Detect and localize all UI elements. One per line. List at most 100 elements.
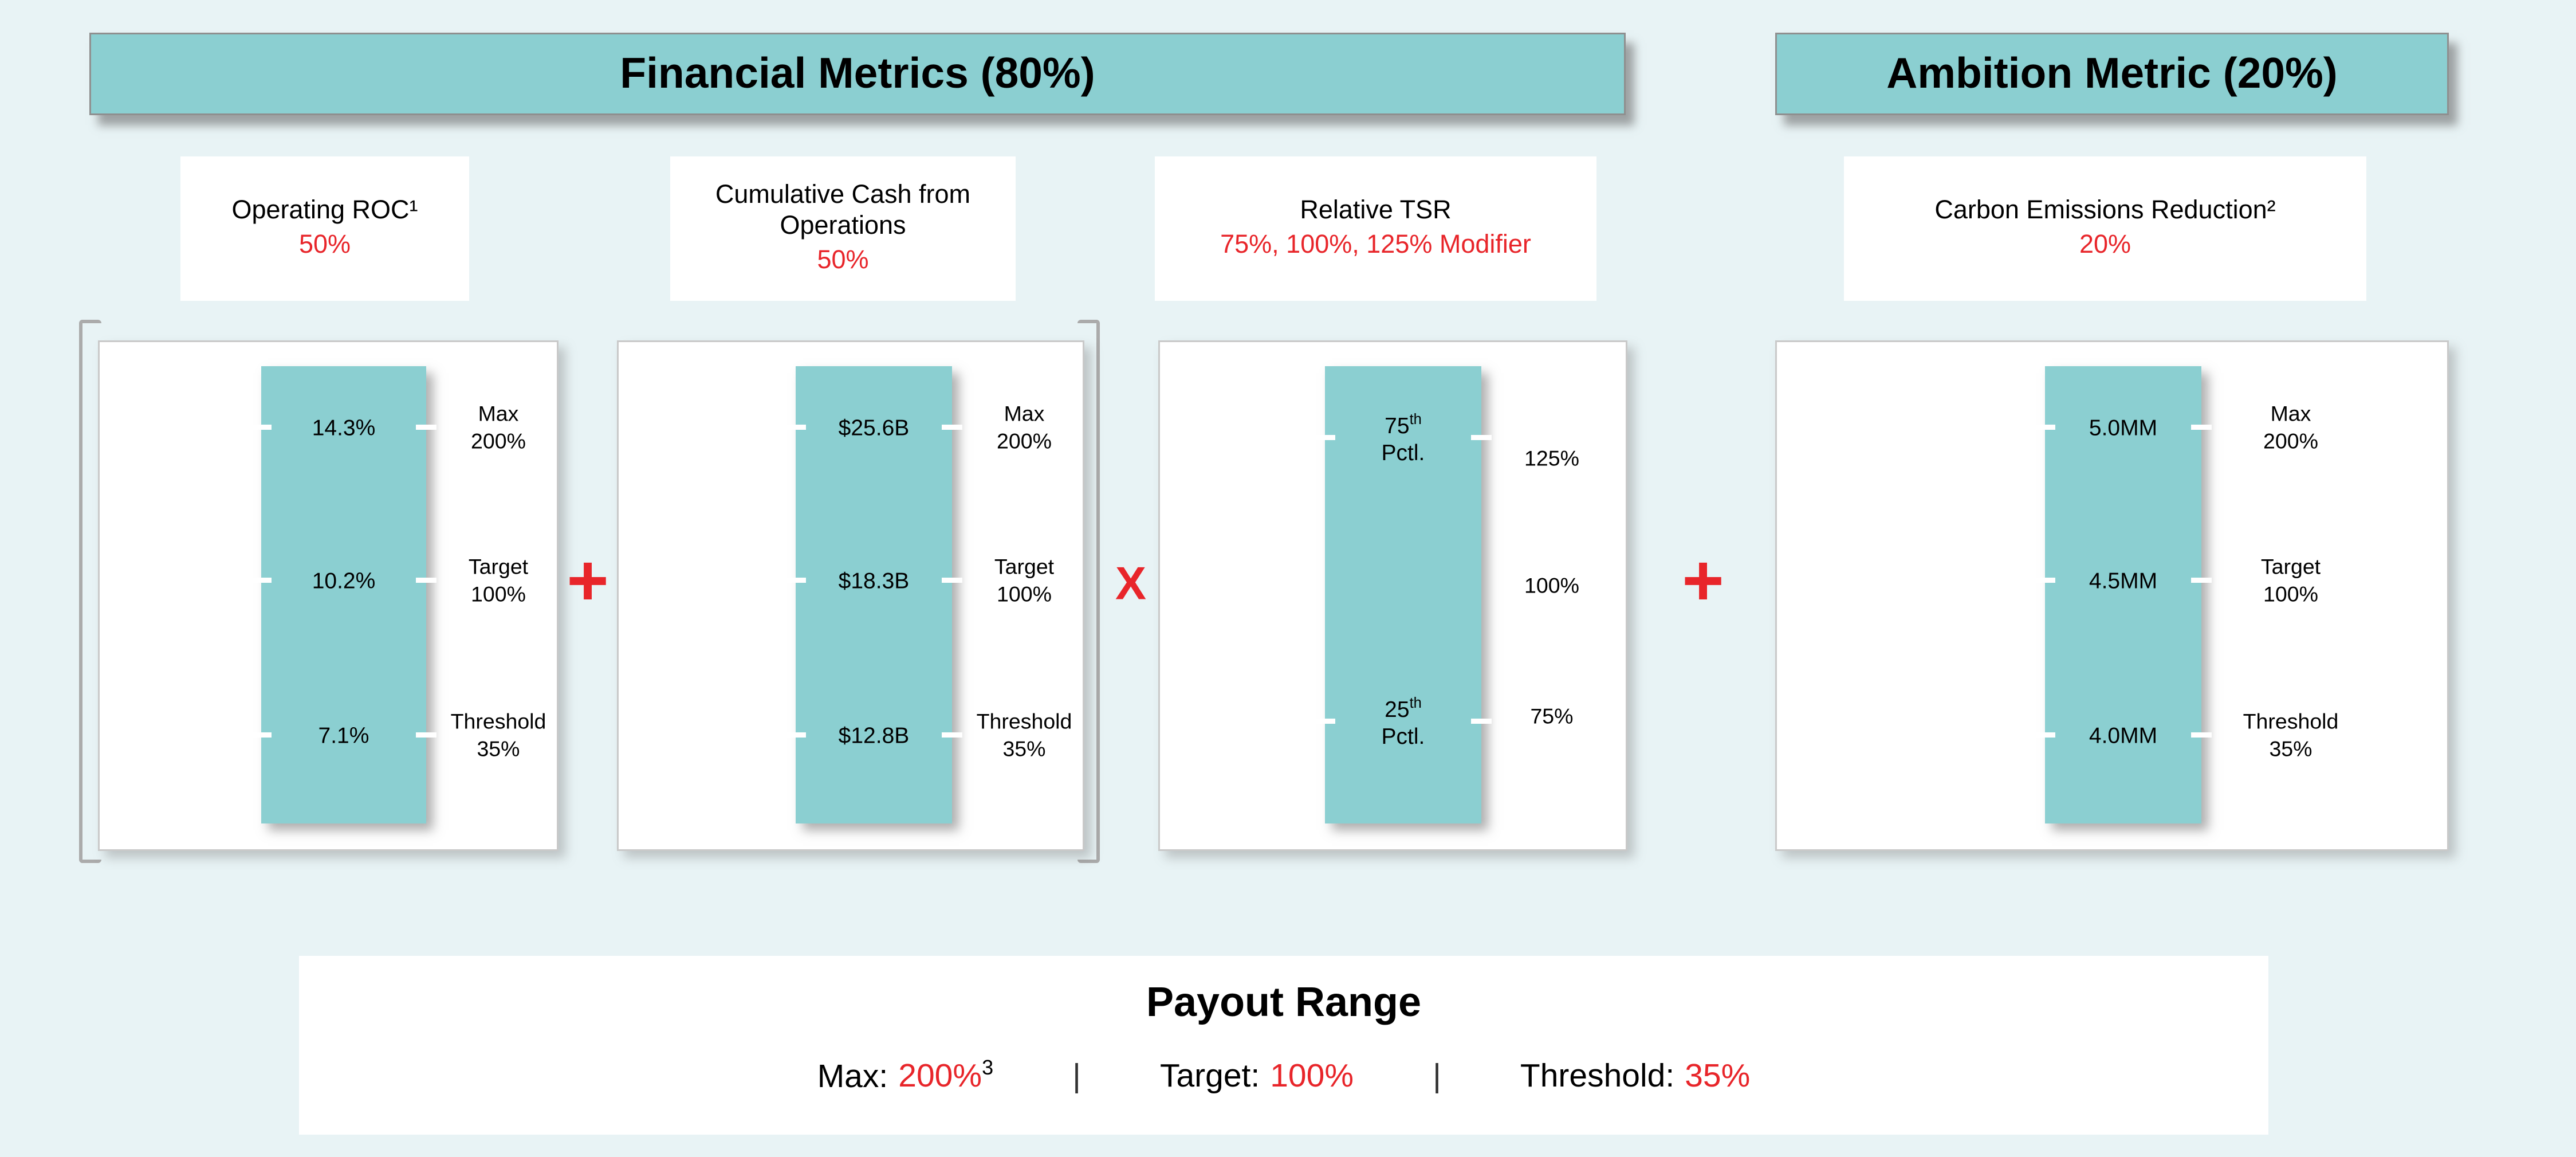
tick-mark <box>2191 425 2212 430</box>
payout-target-value: 100% <box>1270 1059 1354 1096</box>
ambition-metric-title: Ambition Metric (20%) <box>1886 49 2338 97</box>
scale-label-line: 200% <box>997 430 1052 454</box>
relative-tsr-bar: 75th Pctl. 25th Pctl. <box>1315 366 1492 823</box>
payout-range-values: Max: 200%3 | Target: 100% | Threshold: 35% <box>299 1056 2268 1097</box>
tick-mark <box>2191 578 2212 583</box>
payout-max-footnote: 3 <box>982 1056 994 1080</box>
tick-mark <box>2191 732 2212 738</box>
relative-tsr-chart: 75th Pctl. 25th Pctl. 125% 100% 75% <box>1158 340 1627 851</box>
scale-label-line: 100% <box>471 583 526 607</box>
bar-value-max: 14.3% <box>312 414 376 441</box>
bar-value-target: 10.2% <box>312 567 376 594</box>
carbon-emissions-bar: 5.0MM 4.5MM 4.0MM <box>2035 366 2212 823</box>
scale-label-125pct: 125% <box>1524 446 1579 471</box>
payout-range-box: Payout Range Max: 200%3 | Target: 100% | T… <box>299 956 2268 1135</box>
scale-label-line: 100% <box>997 583 1052 607</box>
pctl-number: 25 <box>1385 696 1410 723</box>
tick-mark <box>785 425 806 430</box>
tick-mark <box>2035 425 2055 430</box>
payout-separator: | <box>1072 1059 1081 1096</box>
plus-operator: + <box>567 540 609 621</box>
ambition-metric-header: Ambition Metric (20%) <box>1775 33 2449 115</box>
tick-mark <box>1315 719 1335 724</box>
bar-value-max: 5.0MM <box>2089 414 2158 441</box>
scale-label-target: Target 100% <box>2212 553 2370 609</box>
cumulative-cash-bar: $25.6B $18.3B $12.8B <box>785 366 962 823</box>
carbon-emissions-title: Carbon Emissions Reduction² <box>1934 195 2276 225</box>
bar-value-threshold: $12.8B <box>838 722 910 748</box>
scale-label-threshold: Threshold 35% <box>436 708 560 764</box>
scale-label-target: Target 100% <box>436 553 560 609</box>
scale-label-threshold: Threshold 35% <box>962 708 1086 764</box>
scale-label-line: Target <box>468 555 529 579</box>
payout-target: Target: 100% <box>1160 1060 1354 1097</box>
tick-mark <box>416 578 436 583</box>
scale-label-threshold: Threshold 35% <box>2212 708 2370 764</box>
carbon-emissions-title-box: Carbon Emissions Reduction² 20% <box>1844 156 2366 301</box>
scale-label-line: 200% <box>471 430 526 454</box>
tick-mark <box>942 578 962 583</box>
payout-separator: | <box>1433 1059 1441 1096</box>
operating-roc-bar: 14.3% 10.2% 7.1% <box>251 366 436 823</box>
scale-label-line: 35% <box>477 738 520 762</box>
financial-metrics-title: Financial Metrics (80%) <box>620 49 1095 97</box>
bar-value-threshold: 4.0MM <box>2089 722 2158 748</box>
tick-mark <box>1471 719 1492 724</box>
scale-label-max: Max 200% <box>962 400 1086 456</box>
payout-threshold-value: 35% <box>1685 1059 1751 1096</box>
operating-roc-weight: 50% <box>298 229 351 259</box>
tick-mark <box>2035 578 2055 583</box>
bar-value-max: $25.6B <box>838 414 910 441</box>
tick-mark <box>251 425 272 430</box>
tick-mark <box>416 732 436 738</box>
plus-operator: + <box>1682 540 1724 621</box>
cumulative-cash-chart: $25.6B $18.3B $12.8B Max 200% Target 100… <box>617 340 1084 851</box>
relative-tsr-title: Relative TSR <box>1300 195 1452 225</box>
tick-mark <box>785 578 806 583</box>
financial-metrics-header: Financial Metrics (80%) <box>89 33 1626 115</box>
operating-roc-chart: 14.3% 10.2% 7.1% Max 200% Target 100% Th… <box>98 340 559 851</box>
bar-value-target: 4.5MM <box>2089 567 2158 594</box>
operating-roc-title: Operating ROC¹ <box>231 195 418 225</box>
pctl-label: Pctl. <box>1381 439 1425 465</box>
scale-label-line: Target <box>994 555 1055 579</box>
scale-label-line: Threshold <box>2243 709 2339 734</box>
multiply-operator: X <box>1115 558 1147 610</box>
scale-label-line: 100% <box>2263 583 2318 607</box>
bar-value-threshold: 7.1% <box>318 722 369 748</box>
bar-value-25th-pctl: 25th Pctl. <box>1325 694 1481 750</box>
scale-label-line: 200% <box>2263 430 2318 454</box>
payout-max: Max: 200%3 <box>817 1056 993 1097</box>
payout-threshold: Threshold: 35% <box>1520 1060 1750 1097</box>
scale-label-max: Max 200% <box>2212 400 2370 456</box>
tick-mark <box>942 425 962 430</box>
scale-label-75pct: 75% <box>1530 704 1574 729</box>
payout-max-value: 200% <box>898 1059 982 1096</box>
payout-max-label: Max: <box>817 1059 888 1096</box>
scale-label-line: Threshold <box>450 709 546 734</box>
bar-value-75th-pctl: 75th Pctl. <box>1325 410 1481 466</box>
scale-label-line: Threshold <box>976 709 1072 734</box>
tick-mark <box>1315 435 1335 440</box>
tick-mark <box>251 732 272 738</box>
relative-tsr-title-box: Relative TSR 75%, 100%, 125% Modifier <box>1155 156 1596 301</box>
carbon-emissions-chart: 5.0MM 4.5MM 4.0MM Max 200% Target 100% T… <box>1775 340 2449 851</box>
tick-mark <box>416 425 436 430</box>
cumulative-cash-weight: 50% <box>817 246 869 275</box>
cumulative-cash-title: Cumulative Cash from Operations <box>715 179 971 241</box>
scale-label-line: 35% <box>2269 738 2312 762</box>
scale-label-line: Max <box>2270 402 2311 426</box>
pctl-ordinal: th <box>1409 410 1422 428</box>
payout-range-title: Payout Range <box>1146 980 1422 1026</box>
tick-mark <box>785 732 806 738</box>
bar-value-target: $18.3B <box>838 567 910 594</box>
tick-mark <box>942 732 962 738</box>
scale-label-line: Max <box>478 402 519 426</box>
tick-mark <box>1471 435 1492 440</box>
pctl-number: 75 <box>1385 413 1410 439</box>
scale-label-line: Target <box>2260 555 2321 579</box>
payout-threshold-label: Threshold: <box>1520 1059 1675 1096</box>
operating-roc-title-box: Operating ROC¹ 50% <box>180 156 469 301</box>
scale-label-line: 35% <box>1002 738 1046 762</box>
